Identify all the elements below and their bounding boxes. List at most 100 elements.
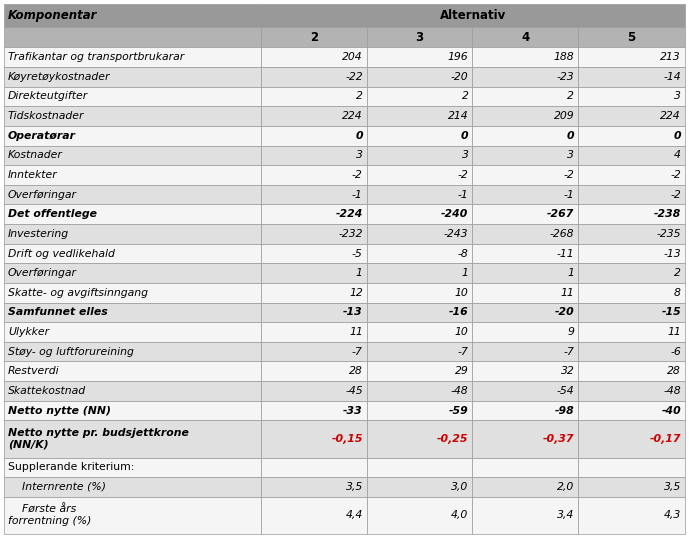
- Bar: [578, 126, 685, 146]
- Bar: [578, 224, 685, 244]
- Bar: [473, 342, 578, 362]
- Text: -16: -16: [449, 307, 469, 317]
- Bar: [4, 4, 261, 27]
- Text: 10: 10: [455, 288, 469, 298]
- Bar: [261, 362, 367, 381]
- Text: Supplerande kriterium:: Supplerande kriterium:: [8, 462, 134, 472]
- Bar: [261, 381, 367, 401]
- Bar: [367, 420, 473, 457]
- Bar: [578, 497, 685, 534]
- Bar: [578, 401, 685, 420]
- Bar: [578, 420, 685, 457]
- Bar: [473, 67, 578, 87]
- Text: 3: 3: [567, 150, 574, 160]
- Text: Overføringar: Overføringar: [8, 189, 77, 200]
- Text: -20: -20: [451, 72, 469, 82]
- Text: Kostnader: Kostnader: [8, 150, 63, 160]
- Text: Trafikantar og transportbrukarar: Trafikantar og transportbrukarar: [8, 52, 184, 62]
- Text: -2: -2: [670, 189, 681, 200]
- Bar: [4, 126, 261, 146]
- Text: -14: -14: [664, 72, 681, 82]
- Bar: [578, 263, 685, 283]
- Bar: [367, 27, 473, 47]
- Bar: [4, 67, 261, 87]
- Text: -240: -240: [441, 209, 469, 220]
- Bar: [261, 107, 367, 126]
- Bar: [4, 401, 261, 420]
- Text: -2: -2: [457, 170, 469, 180]
- Bar: [473, 497, 578, 534]
- Text: 9: 9: [567, 327, 574, 337]
- Bar: [578, 204, 685, 224]
- Bar: [473, 87, 578, 107]
- Text: 10: 10: [455, 327, 469, 337]
- Bar: [261, 146, 367, 165]
- Bar: [367, 204, 473, 224]
- Text: -5: -5: [352, 249, 362, 258]
- Text: 214: 214: [448, 111, 469, 121]
- Text: 0: 0: [461, 131, 469, 141]
- Bar: [473, 477, 578, 497]
- Text: 32: 32: [561, 366, 574, 376]
- Text: Direkteutgifter: Direkteutgifter: [8, 91, 88, 102]
- Text: 204: 204: [342, 52, 362, 62]
- Bar: [4, 244, 261, 263]
- Bar: [473, 322, 578, 342]
- Text: -7: -7: [352, 346, 362, 357]
- Bar: [4, 497, 261, 534]
- Bar: [367, 126, 473, 146]
- Bar: [261, 342, 367, 362]
- Text: Tidskostnader: Tidskostnader: [8, 111, 85, 121]
- Bar: [261, 165, 367, 185]
- Text: Støy- og luftforureining: Støy- og luftforureining: [8, 346, 134, 357]
- Text: -1: -1: [564, 189, 574, 200]
- Text: 2: 2: [462, 91, 469, 102]
- Text: -54: -54: [557, 386, 574, 396]
- Bar: [473, 263, 578, 283]
- Bar: [367, 87, 473, 107]
- Text: -0,15: -0,15: [331, 434, 362, 444]
- Bar: [261, 87, 367, 107]
- Bar: [4, 27, 261, 47]
- Text: Drift og vedlikehald: Drift og vedlikehald: [8, 249, 115, 258]
- Text: 11: 11: [561, 288, 574, 298]
- Bar: [4, 107, 261, 126]
- Bar: [578, 342, 685, 362]
- Text: -232: -232: [338, 229, 362, 239]
- Bar: [367, 67, 473, 87]
- Bar: [261, 4, 685, 27]
- Text: -98: -98: [555, 406, 574, 415]
- Text: 0: 0: [566, 131, 574, 141]
- Text: 1: 1: [462, 268, 469, 278]
- Bar: [473, 244, 578, 263]
- Bar: [261, 283, 367, 302]
- Text: Komponentar: Komponentar: [8, 9, 97, 22]
- Text: Netto nytte (NN): Netto nytte (NN): [8, 406, 111, 415]
- Bar: [578, 27, 685, 47]
- Bar: [578, 67, 685, 87]
- Text: -7: -7: [457, 346, 469, 357]
- Bar: [261, 401, 367, 420]
- Text: Første års
forrentning (%): Første års forrentning (%): [8, 505, 92, 526]
- Text: 224: 224: [342, 111, 362, 121]
- Bar: [367, 342, 473, 362]
- Bar: [473, 302, 578, 322]
- Bar: [4, 302, 261, 322]
- Text: 3,5: 3,5: [345, 482, 362, 492]
- Bar: [261, 185, 367, 204]
- Text: 8: 8: [674, 288, 681, 298]
- Text: 3: 3: [674, 91, 681, 102]
- Text: 3,4: 3,4: [557, 511, 574, 520]
- Bar: [473, 283, 578, 302]
- Bar: [473, 107, 578, 126]
- Text: Samfunnet elles: Samfunnet elles: [8, 307, 107, 317]
- Text: -59: -59: [449, 406, 469, 415]
- Bar: [261, 457, 367, 477]
- Bar: [473, 126, 578, 146]
- Text: -8: -8: [457, 249, 469, 258]
- Bar: [261, 67, 367, 87]
- Bar: [578, 322, 685, 342]
- Bar: [367, 146, 473, 165]
- Bar: [578, 107, 685, 126]
- Bar: [578, 185, 685, 204]
